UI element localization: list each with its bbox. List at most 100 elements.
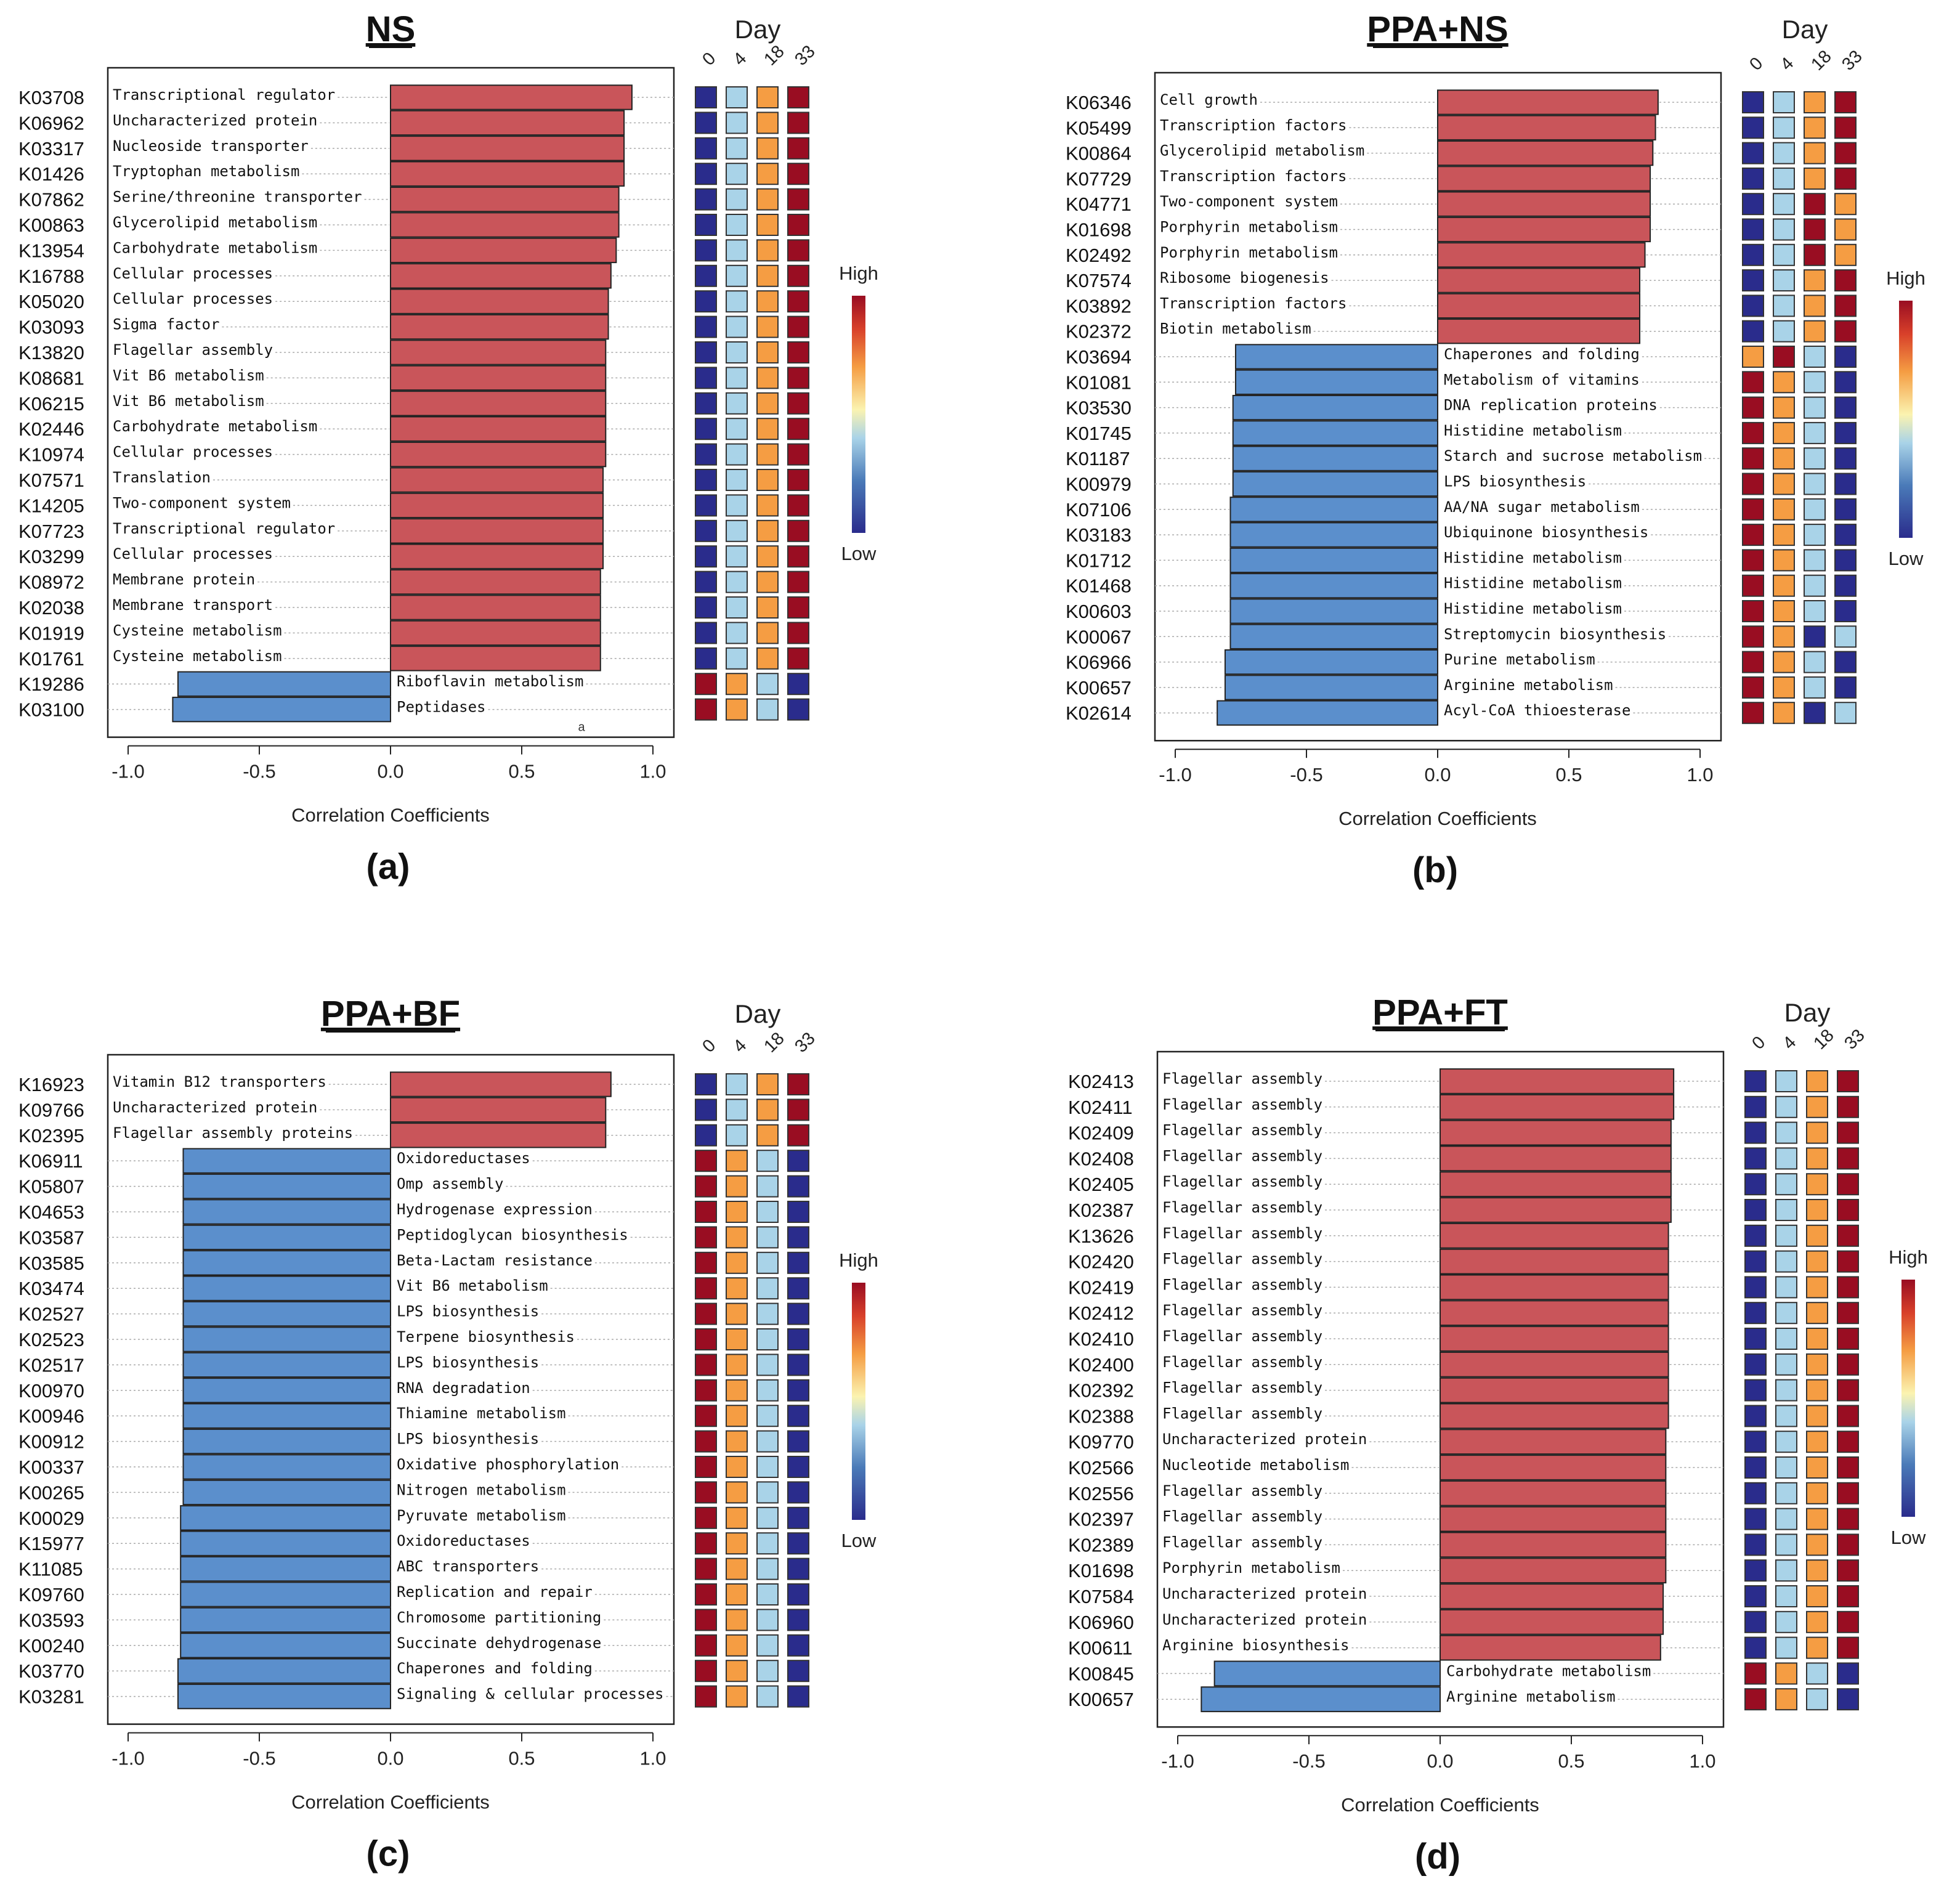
heat-cell-day-33 — [1834, 371, 1857, 394]
correlation-bar — [1232, 471, 1438, 497]
function-label: Purine metabolism — [1444, 651, 1595, 668]
correlation-bar — [1440, 1351, 1669, 1378]
heat-cell-day-4 — [1773, 167, 1795, 190]
panel-title: PPA+BF — [321, 994, 460, 1034]
heat-cell-day-0 — [1744, 1173, 1767, 1196]
heat-cell-day-18 — [756, 443, 779, 466]
function-label: ABC transporters — [397, 1558, 539, 1575]
correlation-bar — [182, 1173, 391, 1200]
heat-cell-day-18 — [756, 596, 779, 619]
heat-cell-day-0 — [1742, 574, 1764, 597]
kegg-id: K04771 — [1066, 193, 1132, 215]
correlation-bar — [390, 212, 620, 238]
heat-cell-day-18 — [756, 315, 779, 338]
heat-cell-day-0 — [1742, 549, 1764, 572]
heat-cell-day-0 — [1742, 396, 1764, 419]
panel-letter: (d) — [1415, 1837, 1460, 1877]
heat-cell-day-0 — [1742, 371, 1764, 394]
day-tick-18: 18 — [1810, 1026, 1837, 1054]
kegg-id: K13820 — [18, 342, 84, 363]
heat-cell-day-33 — [787, 1124, 809, 1147]
kegg-id: K06966 — [1066, 652, 1132, 673]
heat-cell-day-0 — [695, 112, 717, 134]
function-label: Arginine metabolism — [1446, 1688, 1616, 1705]
heat-cell-day-18 — [1804, 294, 1826, 317]
heat-cell-day-33 — [1834, 116, 1857, 139]
kegg-id: K00912 — [18, 1431, 84, 1453]
kegg-id: K00337 — [18, 1456, 84, 1478]
heat-cell-day-4 — [726, 137, 748, 160]
kegg-id: K00863 — [18, 214, 84, 236]
function-label: Two-component system — [113, 494, 291, 511]
kegg-id: K07584 — [1068, 1586, 1134, 1607]
function-label: Peptidases — [397, 699, 486, 716]
x-tick-label: 0.0 — [377, 761, 403, 782]
heat-cell-day-33 — [787, 698, 809, 721]
function-label: Pyruvate metabolism — [397, 1507, 566, 1524]
heat-cell-day-33 — [787, 1302, 809, 1325]
heat-cell-day-18 — [1804, 473, 1826, 495]
plot-frame — [107, 1054, 675, 1725]
correlation-bar — [1217, 700, 1438, 726]
kegg-id: K02412 — [1068, 1302, 1134, 1324]
day-header: Day — [735, 15, 781, 44]
function-label: Histidine metabolism — [1444, 422, 1622, 439]
heat-cell-day-33 — [1837, 1508, 1859, 1530]
heat-cell-day-18 — [756, 1660, 779, 1683]
heat-cell-day-33 — [1834, 269, 1857, 292]
heat-cell-day-4 — [1773, 524, 1795, 546]
heat-cell-day-18 — [756, 1124, 779, 1147]
heat-cell-day-18 — [1804, 524, 1826, 546]
function-label: Flagellar assembly — [1162, 1070, 1322, 1087]
x-tick-label: 1.0 — [1687, 764, 1713, 786]
heat-cell-day-33 — [787, 1660, 809, 1683]
function-label: Porphyrin metabolism — [1160, 219, 1338, 236]
heat-cell-day-4 — [1773, 142, 1795, 164]
function-label: Uncharacterized protein — [1162, 1431, 1367, 1448]
heat-cell-day-33 — [1837, 1405, 1859, 1427]
function-label: Transcription factors — [1160, 168, 1346, 185]
function-label: Transcription factors — [1160, 116, 1346, 134]
heat-cell-day-4 — [1773, 218, 1795, 241]
kegg-id: K00240 — [18, 1635, 84, 1657]
function-label: LPS biosynthesis — [397, 1303, 539, 1320]
day-tick-0: 0 — [1748, 1033, 1769, 1054]
heat-cell-day-33 — [1834, 676, 1857, 699]
heat-cell-day-4 — [726, 1660, 748, 1683]
panel-c: PPA+BF Day 0 4 18 33 K16923 Vitamin B12 transpo… — [18, 994, 878, 1874]
heat-cell-day-33 — [787, 1379, 809, 1402]
x-tick-label: -0.5 — [1290, 764, 1322, 786]
correlation-bar — [1440, 1377, 1669, 1403]
kegg-id: K02372 — [1066, 321, 1132, 343]
heat-cell-day-0 — [695, 264, 717, 287]
heat-cell-day-33 — [1834, 421, 1857, 444]
function-label: Flagellar assembly proteins — [113, 1124, 353, 1142]
heat-cell-day-4 — [1775, 1533, 1797, 1556]
heat-cell-day-4 — [1775, 1250, 1797, 1273]
kegg-id: K00979 — [1066, 474, 1132, 495]
heat-cell-day-33 — [1837, 1636, 1859, 1659]
correlation-bar — [1440, 1634, 1661, 1661]
heat-cell-day-0 — [1744, 1405, 1767, 1427]
heat-cell-day-33 — [787, 264, 809, 287]
heat-cell-day-4 — [726, 1481, 748, 1504]
heat-cell-day-33 — [1837, 1431, 1859, 1453]
heat-cell-day-33 — [1834, 447, 1857, 470]
heat-cell-day-18 — [1804, 396, 1826, 419]
kegg-id: K02409 — [1068, 1123, 1134, 1144]
correlation-bar — [180, 1607, 391, 1633]
heat-cell-day-18 — [1806, 1559, 1828, 1582]
correlation-bar — [1229, 522, 1438, 548]
kegg-id: K02389 — [1068, 1534, 1134, 1556]
function-label: Arginine metabolism — [1444, 676, 1613, 694]
kegg-id: K05499 — [1066, 117, 1132, 139]
heat-cell-day-18 — [1804, 498, 1826, 521]
correlation-bar — [177, 671, 391, 697]
kegg-id: K03093 — [18, 317, 84, 338]
heat-cell-day-33 — [787, 1073, 809, 1095]
correlation-bar — [390, 1097, 607, 1123]
heat-cell-day-0 — [695, 1328, 717, 1350]
panel-letter: (a) — [366, 847, 410, 887]
correlation-bar — [1224, 649, 1438, 675]
correlation-bar — [1437, 216, 1651, 243]
